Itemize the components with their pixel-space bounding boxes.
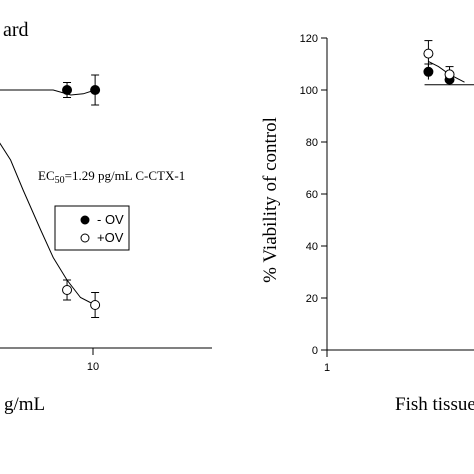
data-point-plus-ov [90, 300, 101, 310]
legend: - OV +OV [54, 205, 130, 251]
right-plot-marks [423, 40, 474, 86]
y-tick-label: 20 [306, 293, 318, 305]
data-point-plus-ov [62, 285, 73, 295]
right-panel: % Viability of control 1 Fish tissue 0 20… [260, 33, 474, 415]
ec50-annotation: EC50=1.29 pg/mL C-CTX-1 [38, 168, 185, 186]
legend-marker-open-circle [80, 233, 90, 243]
legend-box [54, 205, 130, 251]
data-point-minus-ov [423, 66, 434, 77]
y-tick-label: 120 [300, 33, 318, 45]
fit-curve-minus-ov [0, 89, 96, 96]
data-point-minus-ov [62, 85, 73, 95]
right-x-label: Fish tissue [395, 394, 474, 415]
y-tick-label: 80 [306, 137, 318, 149]
legend-marker-filled-circle [80, 215, 90, 225]
left-plot-marks [0, 74, 101, 318]
y-tick-label: 100 [300, 85, 318, 97]
fit-curve-plus-ov [0, 142, 96, 306]
data-point-minus-ov [90, 85, 101, 95]
y-tick-label: 40 [306, 241, 318, 253]
legend-label-0: - OV [97, 212, 124, 227]
right-x-tick-label: 1 [324, 362, 330, 374]
left-panel: ard EC50=1.29 pg/mL C-CTX-1 - OV +OV 10 … [0, 19, 212, 415]
left-x-tick-label: 10 [87, 361, 99, 373]
y-tick-label: 0 [312, 345, 318, 357]
right-y-label: % Viability of control [260, 117, 281, 283]
left-x-label: g/mL [4, 394, 45, 415]
legend-label-1: +OV [97, 230, 124, 245]
right-y-ticks: 0 20 40 60 80 100 120 [300, 33, 327, 357]
data-point-plus-ov [423, 48, 434, 59]
data-point-plus-ov [444, 69, 455, 80]
y-tick-label: 60 [306, 189, 318, 201]
fit-curve [428, 60, 465, 83]
left-title: ard [3, 19, 29, 41]
